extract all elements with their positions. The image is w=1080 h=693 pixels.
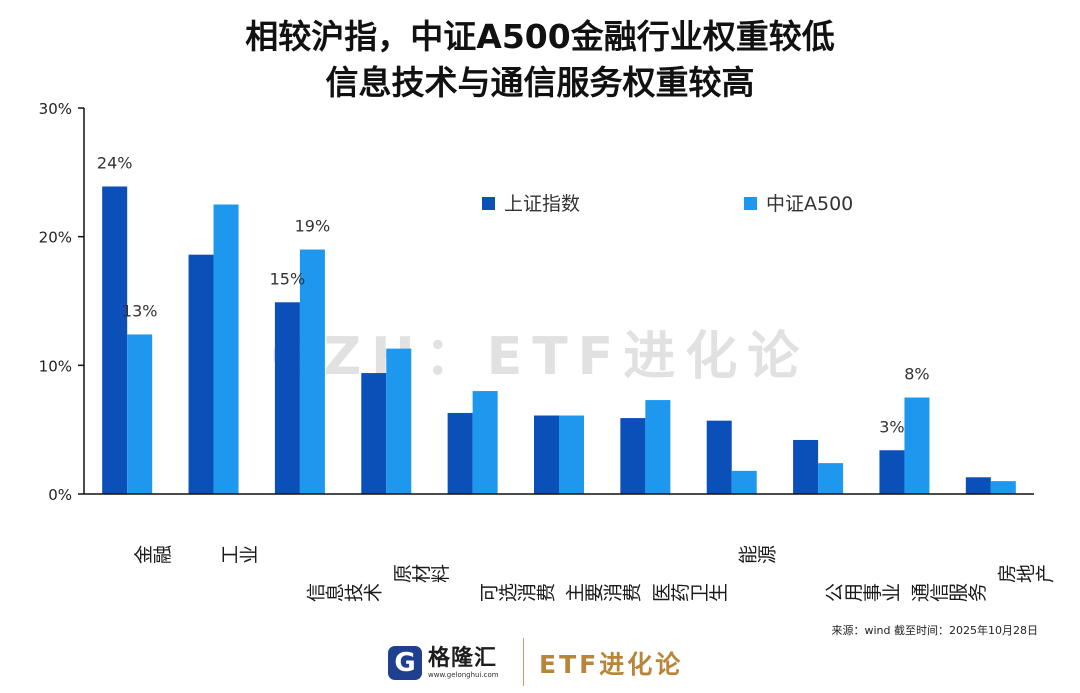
legend-swatch bbox=[482, 197, 495, 210]
gelonghui-logo-icon: G bbox=[388, 646, 422, 680]
bar-sse bbox=[361, 373, 387, 494]
bar-sse bbox=[188, 254, 214, 494]
bar-sse bbox=[447, 412, 473, 494]
data-label: 24% bbox=[97, 153, 133, 172]
bar-a500 bbox=[990, 481, 1016, 494]
bar-sse bbox=[620, 418, 646, 494]
x-category-label: 金融 bbox=[133, 545, 171, 567]
y-tick-label: 20% bbox=[39, 229, 72, 247]
x-category-label: 可选消费 bbox=[479, 583, 555, 605]
title-line-2: 信息技术与通信服务权重较高 bbox=[325, 63, 755, 102]
x-category-label: 医药卫生 bbox=[651, 583, 727, 605]
source-note: 来源：wind 截至时间：2025年10月28日 bbox=[831, 624, 1039, 637]
bar-a500 bbox=[386, 348, 412, 494]
footer: G 格隆汇 www.gelonghui.com ETF进化论 bbox=[0, 632, 1080, 692]
bar-sse bbox=[102, 186, 128, 494]
footer-divider bbox=[523, 638, 524, 686]
bar-a500 bbox=[645, 400, 671, 494]
x-category-label: 房地产 bbox=[997, 564, 1054, 586]
x-category-label: 能源 bbox=[737, 545, 776, 567]
bar-sse bbox=[534, 415, 559, 494]
data-label: 13% bbox=[122, 301, 158, 320]
y-tick-label: 10% bbox=[39, 357, 72, 375]
brand-name: ETF进化论 bbox=[539, 650, 684, 679]
bar-a500 bbox=[472, 391, 498, 494]
data-label: 15% bbox=[270, 269, 306, 288]
x-category-label: 信息技术 bbox=[306, 583, 382, 605]
bar-sse bbox=[965, 477, 991, 494]
x-category-label: 工业 bbox=[220, 545, 258, 567]
title-line-1: 相较沪指，中证A500金融行业权重较低 bbox=[245, 17, 835, 56]
x-category-label: 原材料 bbox=[392, 564, 449, 586]
logo-name: 格隆汇 bbox=[428, 645, 498, 671]
bar-a500 bbox=[559, 415, 584, 494]
bar-a500 bbox=[731, 470, 757, 494]
x-category-label: 通信服务 bbox=[910, 583, 986, 605]
logo-url: www.gelonghui.com bbox=[428, 670, 499, 679]
data-label: 19% bbox=[295, 217, 331, 236]
bar-a500 bbox=[213, 204, 239, 494]
bar-a500 bbox=[818, 463, 844, 494]
bar-sse bbox=[879, 450, 905, 494]
bar-sse bbox=[793, 439, 819, 494]
y-tick-label: 30% bbox=[39, 100, 72, 118]
legend-label: 上证指数 bbox=[504, 193, 580, 215]
bar-a500 bbox=[127, 334, 153, 494]
x-category-label: 主要消费 bbox=[565, 583, 641, 605]
chart-title: 相较沪指，中证A500金融行业权重较低 信息技术与通信服务权重较高 bbox=[0, 14, 1080, 106]
watermark: GZH：ETF进化论 bbox=[271, 327, 809, 387]
bar-sse bbox=[706, 420, 732, 494]
bar-sse bbox=[274, 302, 300, 494]
bar-a500 bbox=[904, 397, 930, 494]
bar-a500 bbox=[299, 249, 325, 494]
y-tick-label: 0% bbox=[48, 486, 72, 504]
data-label: 3% bbox=[879, 417, 904, 436]
gelonghui-logo: G 格隆汇 www.gelonghui.com bbox=[388, 643, 499, 683]
data-label: 8% bbox=[904, 365, 929, 384]
x-category-label: 公用事业 bbox=[824, 583, 900, 605]
legend-label: 中证A500 bbox=[766, 193, 853, 215]
legend-swatch bbox=[744, 197, 757, 210]
